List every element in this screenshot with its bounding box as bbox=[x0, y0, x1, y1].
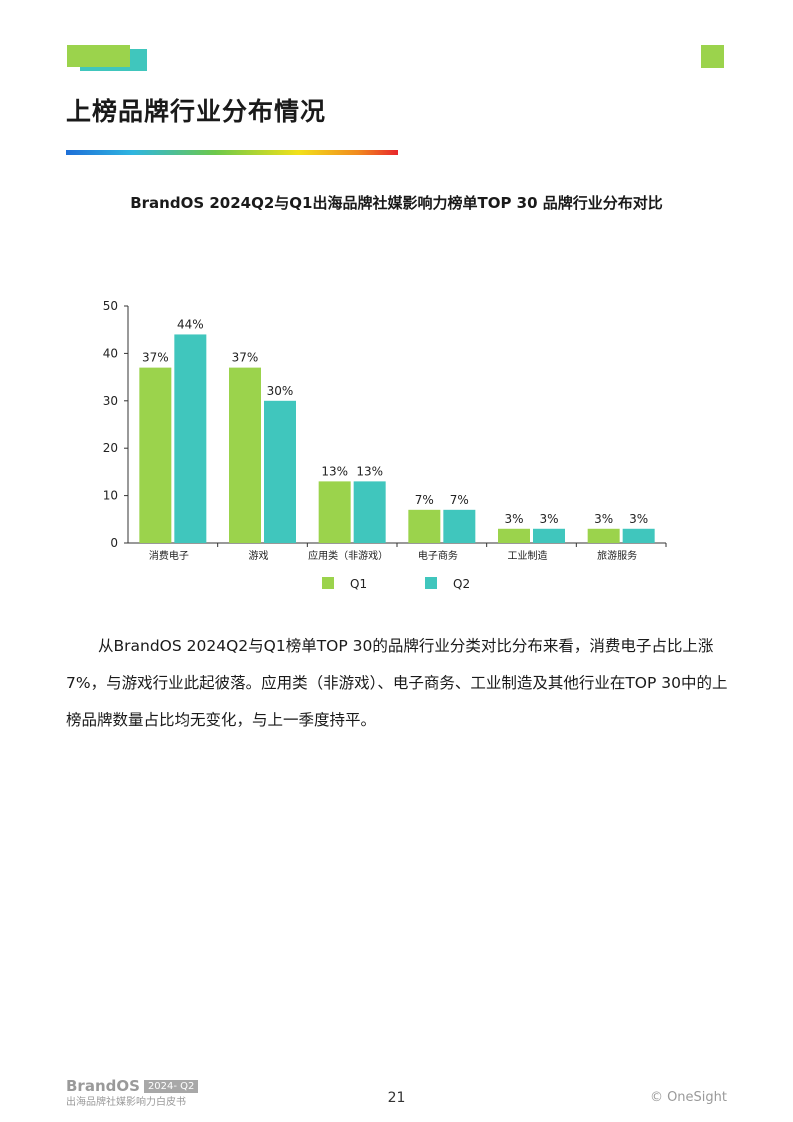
bar-q2 bbox=[353, 481, 386, 543]
x-tick-label: 应用类（非游戏） bbox=[308, 549, 388, 562]
x-tick-label: 消费电子 bbox=[149, 549, 189, 562]
title-underline bbox=[66, 150, 398, 155]
legend-label-q2: Q2 bbox=[453, 577, 470, 591]
chart-title: BrandOS 2024Q2与Q1出海品牌社媒影响力榜单TOP 30 品牌行业分… bbox=[130, 194, 663, 212]
data-label: 30% bbox=[267, 384, 294, 398]
footer-brand-tag: 2024- Q2 bbox=[143, 1080, 199, 1093]
data-label: 37% bbox=[142, 351, 169, 365]
y-tick-label: 10 bbox=[103, 489, 118, 503]
header-green-block bbox=[67, 45, 130, 67]
page-title: 上榜品牌行业分布情况 bbox=[66, 97, 327, 126]
copyright: © OneSight bbox=[649, 1090, 727, 1105]
bar-q2 bbox=[264, 400, 296, 543]
bar-q1 bbox=[587, 528, 620, 543]
page-number: 21 bbox=[387, 1090, 406, 1106]
y-tick-label: 20 bbox=[103, 441, 118, 455]
bar-q1 bbox=[408, 509, 441, 543]
footer-brand: BrandOS 2024- Q2 出海品牌社媒影响力白皮书 bbox=[66, 1076, 199, 1108]
data-label: 13% bbox=[321, 464, 348, 478]
data-label: 13% bbox=[356, 464, 383, 478]
body-paragraph: 从BrandOS 2024Q2与Q1榜单TOP 30的品牌行业分类对比分布来看，… bbox=[66, 637, 728, 729]
data-label: 7% bbox=[415, 493, 434, 507]
x-tick-label: 工业制造 bbox=[508, 549, 548, 562]
legend-swatch-q1 bbox=[322, 577, 334, 589]
legend-label-q1: Q1 bbox=[350, 577, 367, 591]
bar-chart: 0 10 20 30 40 50 37% 44% 消费电子 37% 30% 游戏 13% 13% 应用类（非… bbox=[103, 299, 667, 591]
legend-swatch-q2 bbox=[425, 577, 437, 589]
bar-q1 bbox=[318, 481, 351, 543]
y-tick-label: 0 bbox=[110, 536, 118, 550]
footer-brand-subtitle: 出海品牌社媒影响力白皮书 bbox=[66, 1097, 186, 1108]
data-label: 7% bbox=[450, 493, 469, 507]
data-label: 44% bbox=[177, 317, 204, 331]
x-tick-label: 电子商务 bbox=[418, 549, 458, 562]
bar-q2 bbox=[622, 528, 655, 543]
footer-brand-name: BrandOS bbox=[66, 1077, 140, 1095]
data-label: 3% bbox=[504, 512, 523, 526]
data-label: 3% bbox=[539, 512, 558, 526]
y-tick-label: 50 bbox=[103, 299, 118, 313]
data-label: 37% bbox=[232, 351, 259, 365]
bar-q2 bbox=[443, 509, 476, 543]
bar-q2 bbox=[533, 528, 565, 543]
bar-q1 bbox=[229, 367, 261, 543]
y-tick-label: 30 bbox=[103, 394, 118, 408]
y-tick-label: 40 bbox=[103, 346, 118, 360]
data-label: 3% bbox=[629, 512, 648, 526]
x-tick-label: 旅游服务 bbox=[597, 549, 637, 562]
x-tick-label: 游戏 bbox=[249, 549, 269, 562]
bar-q1 bbox=[139, 367, 172, 543]
bar-q2 bbox=[174, 334, 207, 543]
bar-q1 bbox=[498, 528, 530, 543]
data-label: 3% bbox=[594, 512, 613, 526]
corner-green-square bbox=[701, 45, 724, 68]
